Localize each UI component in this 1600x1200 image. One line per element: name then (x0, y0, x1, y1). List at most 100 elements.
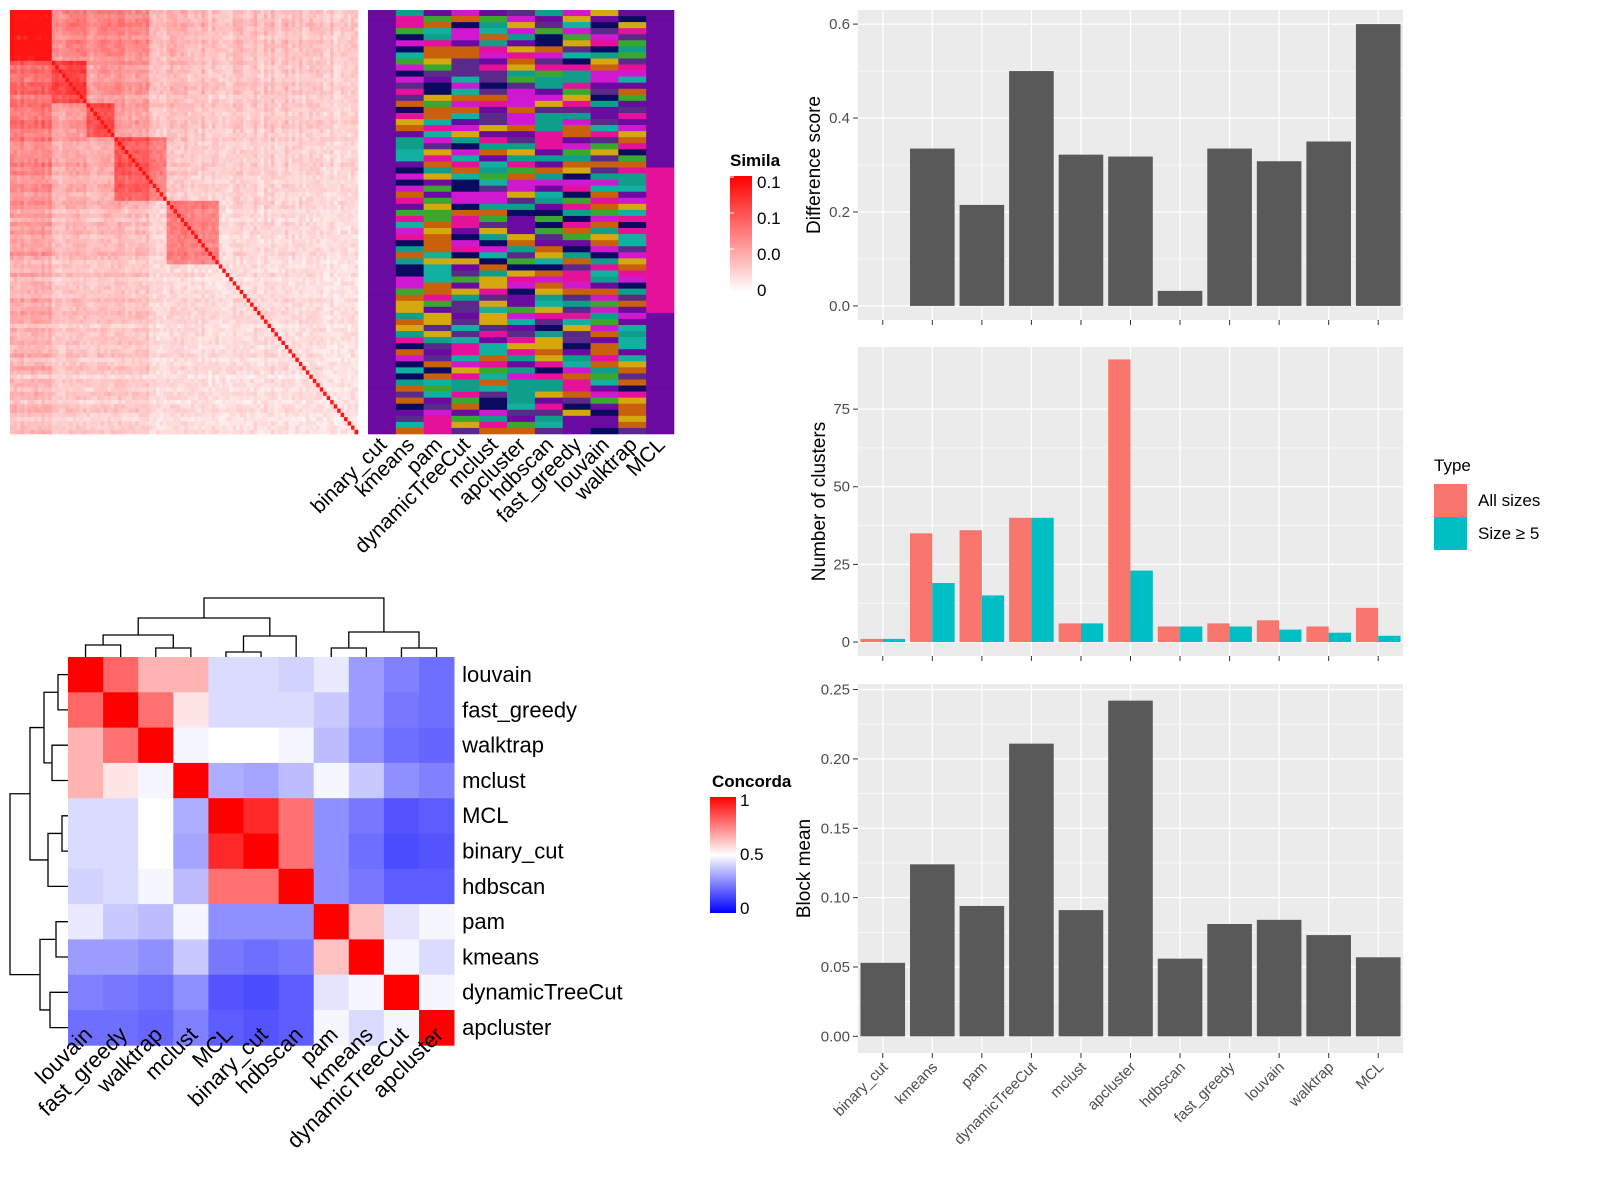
similarity-cell (62, 166, 66, 172)
similarity-cell (246, 137, 251, 142)
similarity-cell (281, 31, 286, 36)
similarity-cell (51, 200, 56, 206)
similarity-cell (55, 124, 60, 130)
similarity-cell (180, 137, 185, 142)
similarity-cell (177, 99, 181, 104)
similarity-cell (10, 209, 14, 214)
similarity-cell (128, 188, 133, 193)
similarity-cell (10, 43, 14, 49)
similarity-cell (27, 10, 32, 15)
similarity-cell (41, 149, 46, 155)
similarity-cell (277, 26, 282, 32)
similarity-cell (344, 124, 348, 130)
similarity-cell (138, 158, 143, 163)
similarity-cell (232, 175, 237, 180)
similarity-cell (177, 82, 181, 87)
similarity-cell (330, 209, 334, 214)
similarity-cell (305, 39, 310, 45)
similarity-cell (257, 52, 261, 57)
similarity-cell (145, 14, 150, 19)
similarity-cell (239, 82, 244, 87)
similarity-cell (156, 124, 160, 130)
similarity-cell (90, 171, 94, 176)
similarity-cell (93, 175, 98, 180)
similarity-cell (16, 14, 21, 19)
similarity-cell (110, 162, 115, 168)
similarity-cell (351, 154, 355, 159)
similarity-cell (333, 14, 338, 19)
similarity-cell (274, 73, 279, 79)
similarity-cell (295, 188, 300, 193)
similarity-cell (309, 18, 314, 24)
similarity-cell (173, 94, 178, 100)
similarity-cell (41, 52, 46, 57)
similarity-cell (288, 149, 293, 155)
similarity-cell (333, 188, 338, 193)
similarity-cell (257, 171, 261, 176)
similarity-cell (69, 111, 73, 117)
similarity-cell (159, 65, 164, 70)
similarity-cell (257, 111, 261, 117)
similarity-cell (156, 166, 160, 172)
similarity-cell (110, 39, 115, 45)
similarity-cell (55, 56, 60, 62)
similarity-cell (65, 166, 70, 172)
similarity-cell (211, 171, 216, 176)
similarity-cell (149, 205, 153, 210)
similarity-cell (211, 99, 216, 104)
similarity-cell (354, 39, 359, 45)
similarity-cell (103, 22, 108, 28)
similarity-cell (13, 22, 18, 28)
similarity-cell (204, 141, 209, 146)
similarity-cell (27, 200, 32, 206)
similarity-cell (149, 116, 153, 121)
similarity-cell (173, 192, 178, 197)
similarity-cell (302, 82, 307, 87)
similarity-cell (166, 14, 171, 19)
similarity-cell (298, 99, 303, 104)
similarity-cell (163, 116, 167, 121)
similarity-cell (302, 171, 307, 176)
similarity-cell (187, 35, 192, 40)
similarity-cell (250, 14, 254, 19)
similarity-cell (124, 192, 129, 197)
similarity-cell (51, 35, 56, 40)
similarity-cell (30, 86, 35, 91)
similarity-cell (44, 107, 49, 113)
similarity-cell (337, 14, 341, 19)
similarity-cell (30, 179, 35, 185)
similarity-cell (271, 213, 275, 219)
similarity-cell (170, 175, 174, 180)
similarity-cell (107, 52, 112, 57)
similarity-cell (333, 111, 338, 117)
similarity-cell (55, 73, 60, 79)
similarity-cell (194, 103, 199, 108)
similarity-cell (222, 179, 227, 185)
similarity-cell (142, 128, 147, 134)
similarity-cell (246, 60, 251, 66)
similarity-cell (41, 196, 46, 202)
similarity-cell (170, 141, 174, 146)
similarity-cell (110, 86, 115, 91)
similarity-cell (347, 35, 352, 40)
similarity-cell (145, 154, 150, 159)
similarity-cell (142, 69, 147, 74)
similarity-cell (65, 99, 70, 104)
similarity-cell (232, 205, 237, 210)
similarity-cell (79, 43, 84, 49)
similarity-cell (284, 196, 289, 202)
similarity-cell (267, 65, 272, 70)
similarity-cell (218, 154, 223, 159)
similarity-cell (138, 52, 143, 57)
similarity-cell (152, 90, 157, 96)
similarity-cell (117, 10, 122, 15)
similarity-cell (184, 145, 188, 151)
similarity-cell (330, 213, 334, 219)
similarity-cell (257, 149, 261, 155)
similarity-cell (271, 111, 275, 117)
similarity-cell (305, 86, 310, 91)
similarity-cell (253, 26, 258, 32)
similarity-cell (65, 175, 70, 180)
similarity-cell (267, 73, 272, 79)
similarity-cell (295, 77, 300, 83)
